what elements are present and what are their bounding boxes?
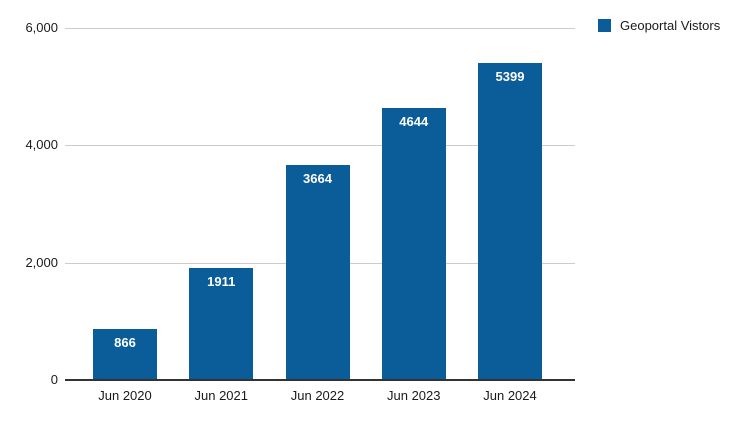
x-axis-label-jun-2024: Jun 2024 <box>483 388 537 403</box>
x-axis-label-jun-2021: Jun 2021 <box>194 388 249 403</box>
y-axis: 6,000 4,000 2,000 0 <box>8 0 58 423</box>
bar-jun-2022[interactable]: 3664 <box>285 165 350 380</box>
legend-item-geoportal-vistors[interactable]: Geoportal Vistors <box>598 18 720 33</box>
bar-value-label: 5399 <box>495 69 525 85</box>
legend-swatch-icon <box>598 19 611 32</box>
gridline-4000 <box>65 145 575 147</box>
x-axis: Jun 2020 Jun 2021 Jun 2022 Jun 2023 Jun … <box>93 388 542 403</box>
x-axis-line <box>65 379 575 381</box>
bar-jun-2023[interactable]: 4644 <box>381 107 446 380</box>
x-axis-label-jun-2022: Jun 2022 <box>290 388 345 403</box>
bar-jun-2020[interactable]: 866 <box>93 329 157 380</box>
bar-value-label: 4644 <box>399 113 429 129</box>
legend-label: Geoportal Vistors <box>620 18 721 33</box>
bar-value-label: 3664 <box>303 171 332 187</box>
y-axis-tick-label: 4,000 <box>25 137 58 153</box>
bar-jun-2024[interactable]: 5399 <box>478 63 542 380</box>
bar-value-label: 866 <box>114 335 136 351</box>
bar-series: 866 1911 3664 4644 5399 <box>93 28 542 380</box>
bar-value-label: 1911 <box>207 273 236 289</box>
bar-jun-2021[interactable]: 1911 <box>189 267 254 380</box>
plot-area: 866 1911 3664 4644 5399 <box>65 28 575 381</box>
y-axis-tick-label: 6,000 <box>25 20 58 35</box>
y-axis-tick-label: 0 <box>50 372 58 387</box>
gridline-6000 <box>65 28 575 29</box>
x-axis-label-jun-2020: Jun 2020 <box>98 388 152 403</box>
y-axis-tick-label: 2,000 <box>25 254 58 270</box>
x-axis-label-jun-2023: Jun 2023 <box>387 388 441 403</box>
